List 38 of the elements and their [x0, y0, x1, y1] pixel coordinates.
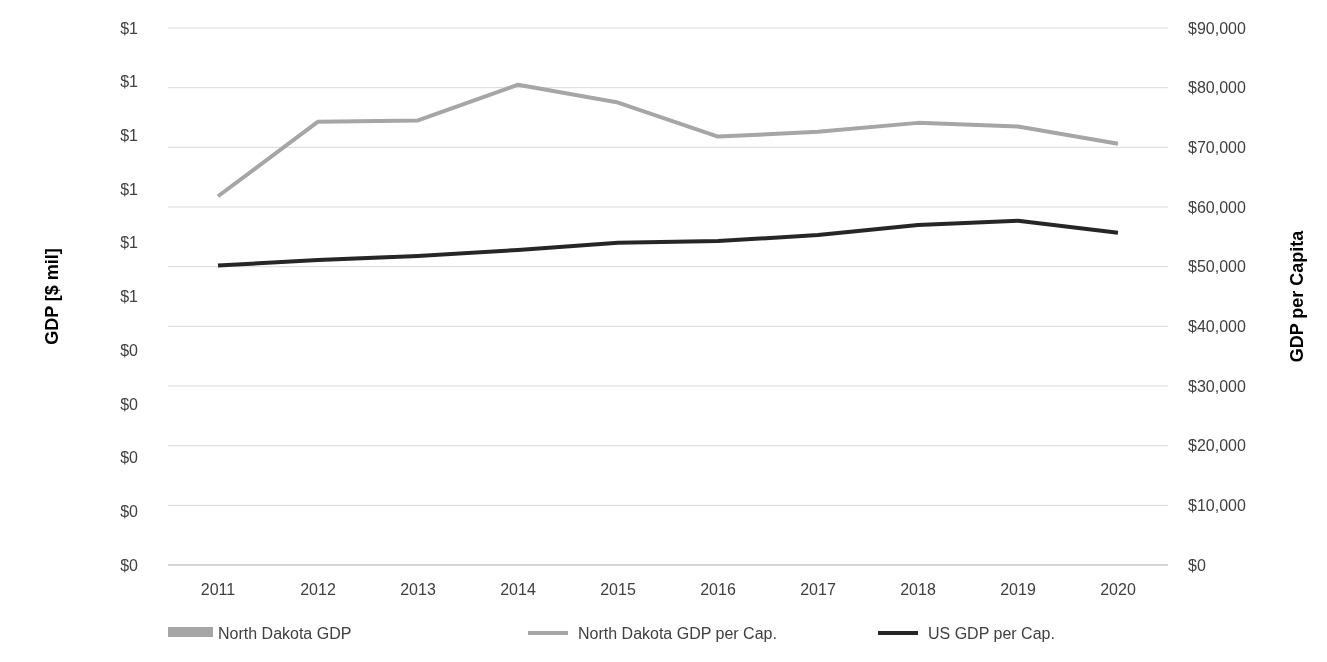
y2-axis-title: GDP per Capita: [1287, 229, 1307, 363]
y-tick-label: $0: [120, 502, 139, 520]
legend-label: North Dakota GDP per Cap.: [578, 624, 777, 642]
y-tick-label: $0: [120, 449, 139, 467]
y2-tick-label: $20,000: [1188, 437, 1246, 455]
y2-tick-label: $70,000: [1188, 138, 1246, 156]
x-tick-label: 2013: [400, 581, 436, 598]
x-tick-label: 2016: [700, 581, 736, 598]
x-tick-label: 2015: [600, 581, 636, 598]
y-tick-label: $0: [120, 556, 139, 574]
y2-tick-label: $0: [1188, 556, 1206, 574]
y2-tick-label: $90,000: [1188, 19, 1246, 37]
y-axis-title: GDP [$ mil]: [42, 248, 62, 345]
x-tick-label: 2014: [500, 581, 536, 598]
y2-tick-label: $60,000: [1188, 198, 1246, 216]
y-tick-label: $0: [120, 395, 139, 413]
x-tick-label: 2011: [200, 581, 236, 598]
y-tick-label: $1: [120, 127, 139, 144]
legend-label: US GDP per Cap.: [928, 624, 1055, 642]
y2-tick-label: $80,000: [1188, 79, 1246, 97]
line-series: [216, 82, 1120, 199]
x-tick-label: 2020: [1100, 581, 1136, 598]
y2-tick-label: $10,000: [1188, 496, 1246, 514]
y2-tick-label: $40,000: [1188, 317, 1246, 335]
y-tick-label: $0: [120, 341, 139, 359]
x-tick-label: 2019: [1000, 581, 1036, 598]
y-tick-label: $1: [120, 19, 139, 37]
x-tick-label: 2012: [300, 581, 336, 598]
y-tick-label: $1: [120, 234, 139, 252]
y-tick-label: $1: [120, 180, 139, 198]
y2-tick-label: $50,000: [1188, 258, 1246, 276]
legend-label: North Dakota GDP: [218, 624, 352, 642]
y-tick-label: $1: [120, 288, 139, 306]
line-series: [216, 218, 1120, 268]
x-tick-label: 2017: [800, 581, 836, 598]
x-tick-label: 2018: [900, 581, 936, 598]
y-tick-label: $1: [120, 73, 139, 91]
y2-tick-label: $30,000: [1188, 377, 1246, 395]
